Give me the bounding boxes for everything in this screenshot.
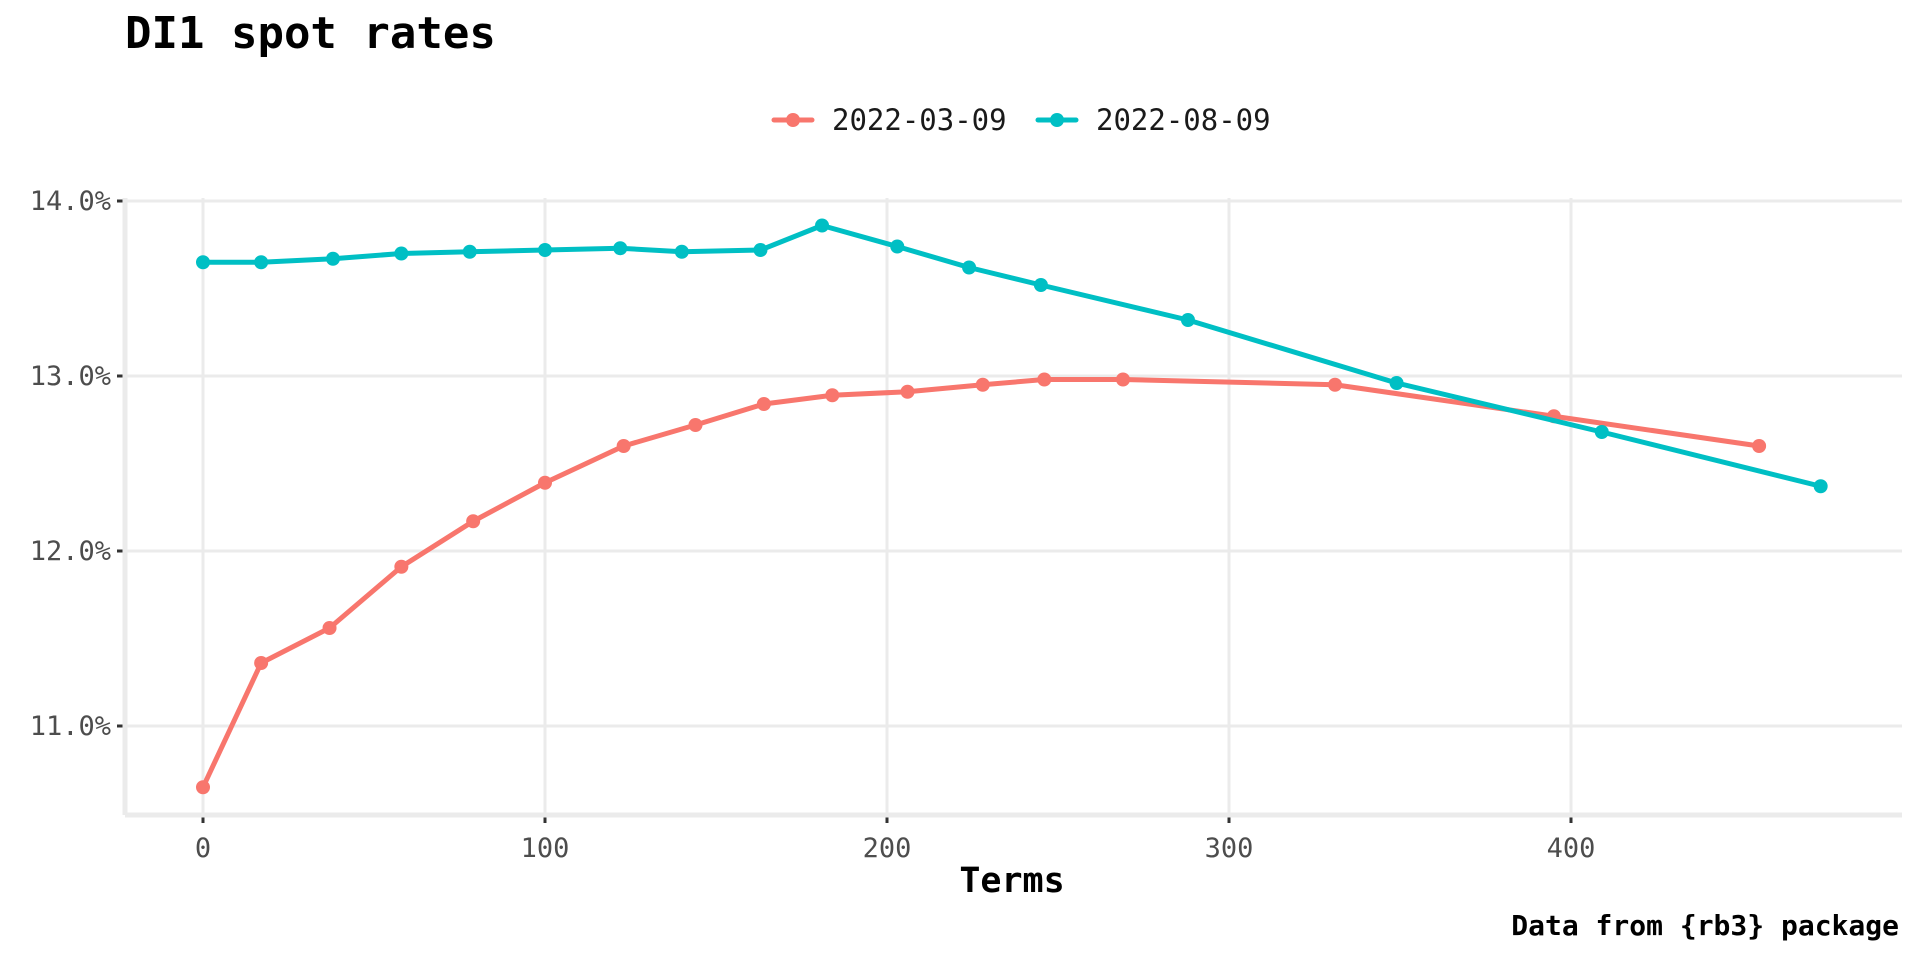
- y-tick-label: 13.0%: [30, 361, 111, 392]
- data-point[interactable]: [1594, 425, 1609, 439]
- series-1: [196, 372, 1767, 795]
- data-point[interactable]: [462, 244, 477, 259]
- data-point[interactable]: [825, 388, 840, 403]
- y-tick-label: 14.0%: [30, 186, 111, 217]
- axes: 0 100 200 300 400 11.0% 12.0% 13.0% 14.0%: [30, 186, 1902, 864]
- legend-swatch-point-1: [786, 113, 800, 127]
- x-tick-label: 300: [1205, 833, 1254, 864]
- data-point[interactable]: [196, 780, 210, 795]
- data-point[interactable]: [890, 239, 905, 254]
- data-point[interactable]: [196, 255, 210, 270]
- gridlines: [125, 198, 1902, 815]
- data-point[interactable]: [254, 255, 269, 270]
- legend-swatch-point-2: [1050, 113, 1064, 127]
- legend-item-1[interactable]: 2022-03-09: [771, 103, 1007, 137]
- caption: Data from {rb3} package: [1511, 909, 1899, 942]
- data-point[interactable]: [688, 418, 703, 432]
- data-point[interactable]: [1180, 313, 1195, 327]
- data-point[interactable]: [325, 251, 340, 266]
- data-point[interactable]: [1389, 376, 1404, 390]
- data-point[interactable]: [394, 559, 409, 574]
- data-point[interactable]: [962, 260, 977, 275]
- data-point[interactable]: [613, 241, 628, 256]
- legend-label-2: 2022-08-09: [1096, 103, 1271, 137]
- data-point[interactable]: [1033, 278, 1048, 292]
- data-point[interactable]: [900, 384, 915, 399]
- data-point[interactable]: [1328, 377, 1343, 392]
- data-point[interactable]: [322, 621, 337, 635]
- x-axis-title: Terms: [959, 861, 1064, 901]
- data-point[interactable]: [753, 243, 768, 257]
- data-point[interactable]: [1813, 479, 1828, 494]
- chart-title: DI1 spot rates: [125, 8, 496, 59]
- y-tick-label: 12.0%: [30, 536, 111, 567]
- x-tick-label: 0: [195, 833, 211, 864]
- data-point[interactable]: [815, 218, 830, 233]
- x-tick-label: 100: [521, 833, 570, 864]
- data-point[interactable]: [466, 514, 481, 529]
- series-2: [196, 218, 1828, 494]
- data-point[interactable]: [756, 397, 771, 411]
- series-layer: [196, 218, 1828, 795]
- data-point[interactable]: [538, 475, 552, 490]
- y-tick-label: 11.0%: [30, 711, 111, 742]
- data-point[interactable]: [1752, 439, 1767, 453]
- data-point[interactable]: [674, 244, 689, 259]
- data-point[interactable]: [538, 243, 552, 257]
- legend-item-2[interactable]: 2022-08-09: [1035, 103, 1271, 137]
- legend: 2022-03-09 2022-08-09: [771, 103, 1271, 137]
- data-point[interactable]: [394, 246, 409, 261]
- series-line-2: [200, 223, 1824, 489]
- data-point[interactable]: [1037, 372, 1052, 387]
- data-point[interactable]: [616, 439, 631, 453]
- data-point[interactable]: [1115, 372, 1130, 387]
- data-point[interactable]: [254, 656, 269, 670]
- x-tick-label: 400: [1547, 833, 1596, 864]
- x-tick-label: 200: [863, 833, 912, 864]
- legend-label-1: 2022-03-09: [832, 103, 1007, 137]
- data-point[interactable]: [975, 377, 990, 392]
